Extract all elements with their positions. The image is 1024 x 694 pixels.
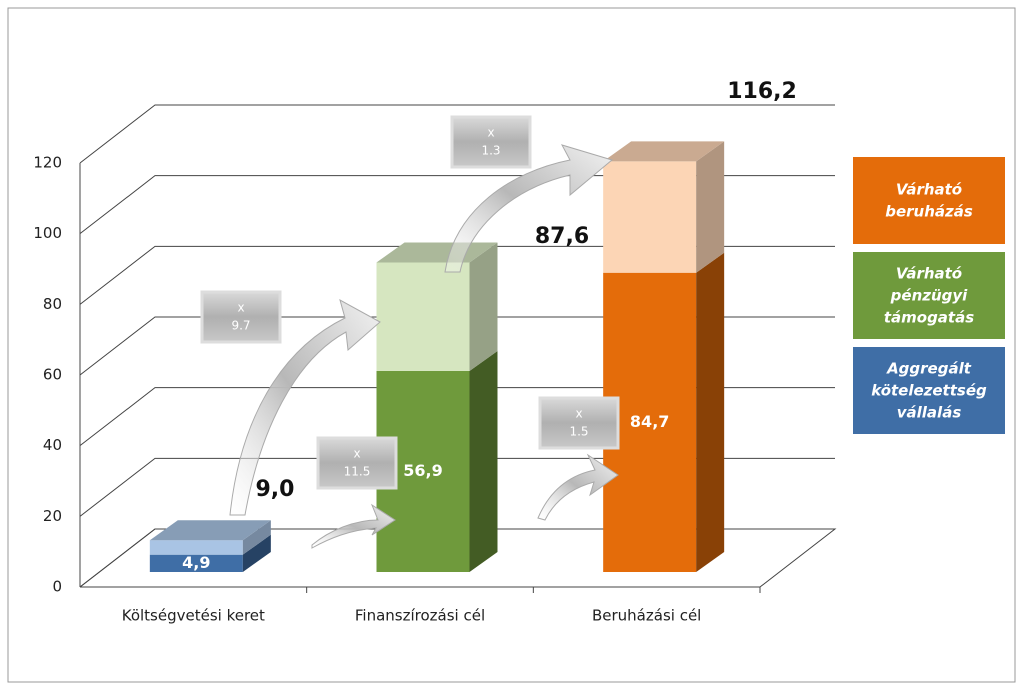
multiplier-box [450, 115, 532, 169]
bar-side [469, 350, 498, 572]
x-tick-label: Beruházási cél [592, 607, 701, 625]
legend: Várható beruházás Várható pénzügyi támogatás… [853, 157, 1005, 434]
multiplier-symbol: x [353, 447, 360, 461]
total-label: 9,0 [256, 477, 295, 502]
y-tick-label: 120 [33, 154, 62, 172]
bar-side [696, 141, 725, 273]
total-label: 87,6 [535, 224, 589, 249]
arrow [537, 453, 619, 521]
legend-label: Várható beruházás [885, 180, 973, 220]
total-label: 116,2 [727, 79, 797, 104]
bar-segment [149, 520, 271, 555]
x-tick-label: Költségvetési keret [122, 607, 265, 625]
y-tick-label: 40 [43, 436, 62, 454]
multiplier-symbol: x [487, 126, 494, 140]
bar-front [376, 262, 470, 371]
multiplier-label: 1.3 [481, 144, 500, 158]
bar-segment [149, 534, 271, 572]
arrow [311, 503, 396, 549]
arrow [444, 144, 614, 273]
bar-side [242, 520, 271, 555]
frame [7, 7, 1016, 683]
legend-label: Várható pénzügyi támogatás [884, 264, 974, 326]
grid-line [79, 104, 835, 164]
legend-swatch [853, 252, 1005, 339]
bar-side [469, 242, 498, 371]
multiplier-symbol: x [237, 301, 244, 315]
bar-segment [603, 141, 725, 273]
multiplier-label: 9.7 [231, 319, 250, 333]
legend-label: Aggregált kötelezettség vállalás [871, 359, 987, 421]
multiplier-symbol: x [575, 407, 582, 421]
bar-top [149, 520, 271, 541]
y-tick-label: 100 [33, 224, 62, 242]
multiplier-label: 11.5 [344, 465, 371, 479]
bar-segment [376, 242, 498, 371]
value-label: 56,9 [403, 461, 442, 480]
multiplier-label: 1.5 [569, 425, 588, 439]
bars: 4,9 56,9 84,7 [149, 141, 725, 572]
y-tick-label: 0 [52, 578, 62, 596]
bar-front [149, 554, 243, 572]
bar-front [149, 540, 243, 555]
y-tick-label: 80 [43, 295, 62, 313]
x-tick-label: Finanszírozási cél [355, 607, 485, 625]
bar-side [696, 252, 725, 572]
multiplier-box [538, 396, 620, 450]
multiplier-box [200, 290, 282, 344]
value-label: 84,7 [630, 412, 669, 431]
arrows [229, 144, 619, 549]
bar-front [603, 161, 697, 273]
value-label: 4,9 [182, 553, 210, 572]
bar-segment [603, 252, 725, 572]
multiplier-box [316, 436, 398, 490]
y-tick-label: 20 [43, 507, 62, 525]
bar-top [603, 141, 725, 162]
arrow [229, 298, 381, 516]
legend-swatch [853, 157, 1005, 244]
legend-swatch [853, 347, 1005, 434]
multipliers: x 9.7 x 11.5 x 1.3 x 1.5 [200, 115, 620, 490]
y-tick-label: 60 [43, 366, 62, 384]
bar-side [242, 534, 271, 572]
